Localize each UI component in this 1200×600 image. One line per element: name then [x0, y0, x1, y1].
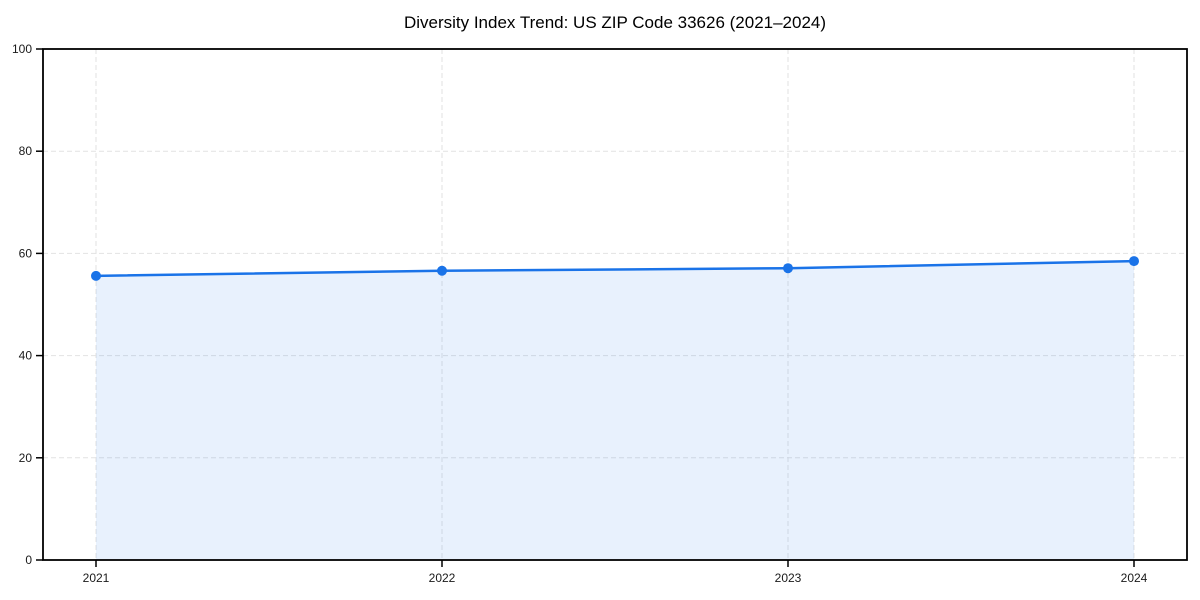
data-point-2023: [783, 263, 793, 274]
series-area-fill: [96, 261, 1134, 560]
plot-area: 0 20 40 60 80 100 2021 2022 2023 2024: [12, 42, 1188, 585]
data-point-2021: [91, 270, 101, 281]
plot-border: [42, 48, 1188, 561]
data-point-2022: [437, 265, 447, 276]
y-tick-label: 80: [19, 144, 33, 158]
y-tick-label: 0: [25, 553, 32, 567]
x-tick-label: 2023: [775, 571, 802, 585]
y-tick-label: 60: [19, 246, 33, 260]
series-line: [94, 259, 1136, 278]
x-tick-label: 2024: [1121, 571, 1148, 585]
y-tick-label: 100: [12, 42, 32, 56]
data-point-2024: [1129, 256, 1139, 267]
chart-title: Diversity Index Trend: US ZIP Code 33626…: [404, 13, 826, 32]
x-tick-label: 2022: [429, 571, 456, 585]
x-tick-label: 2021: [83, 571, 110, 585]
y-tick-label: 40: [19, 349, 33, 363]
y-tick-label: 20: [19, 451, 33, 465]
